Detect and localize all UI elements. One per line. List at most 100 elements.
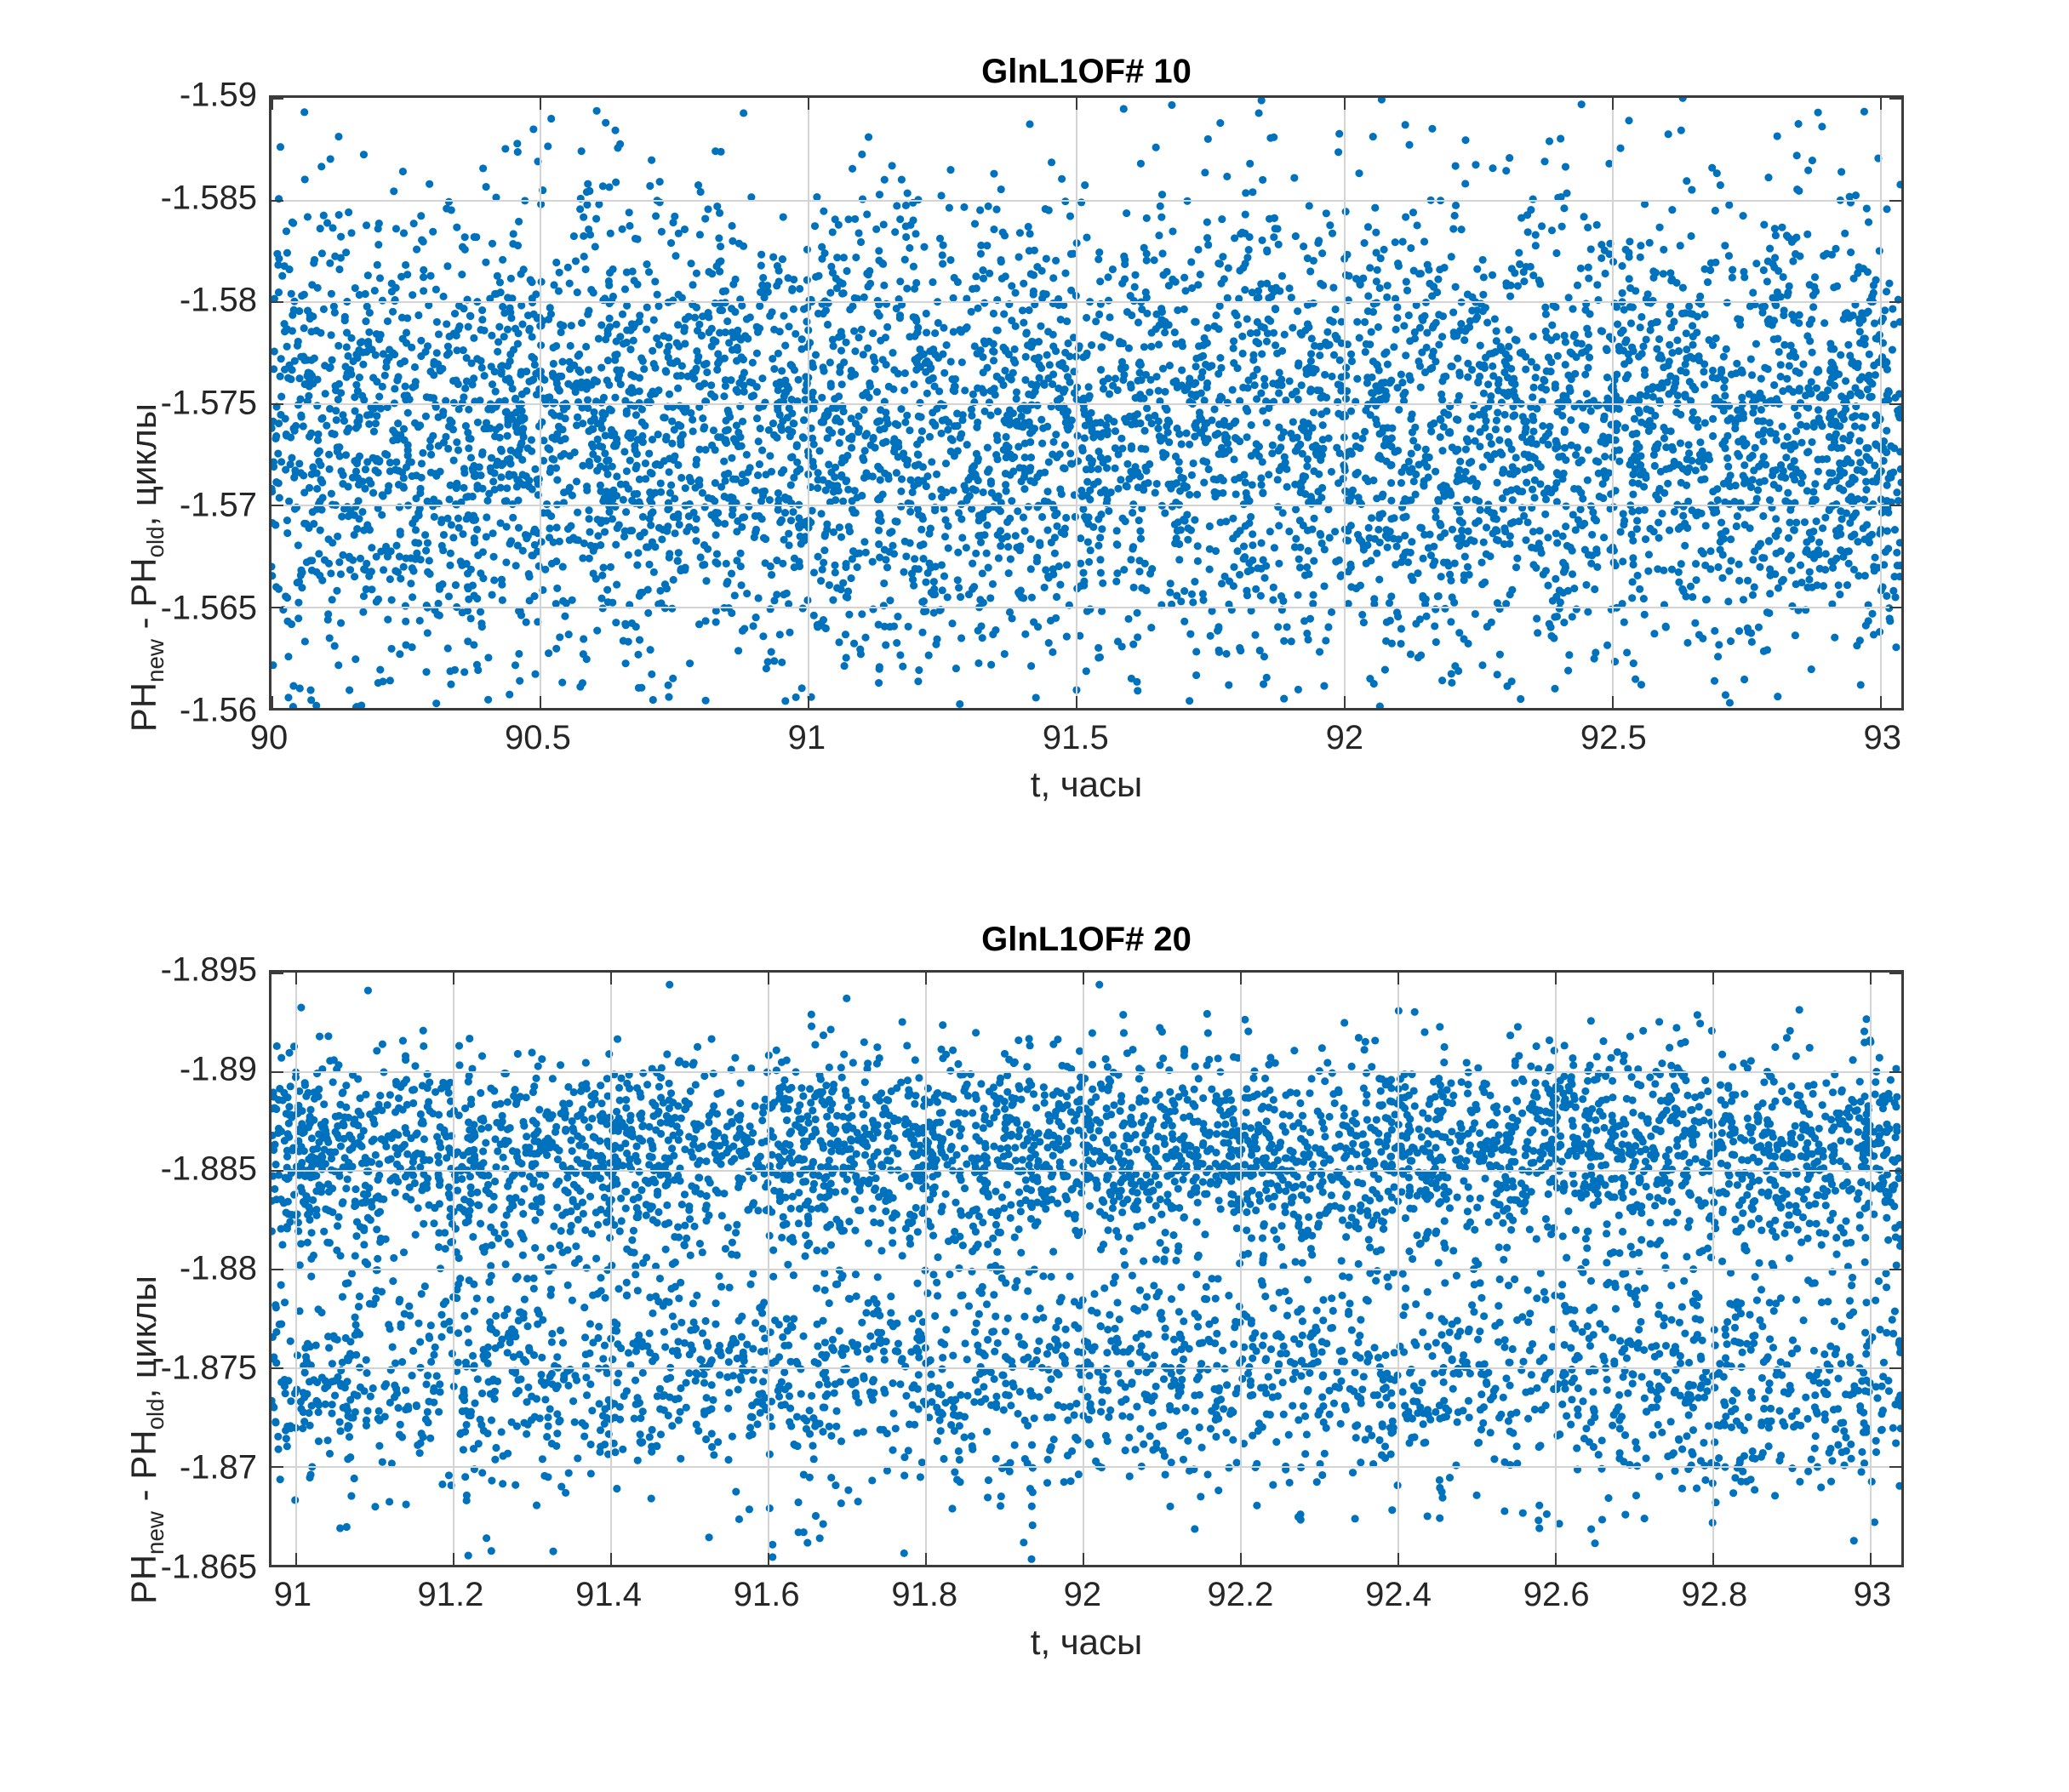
y-axis-tick [271,98,283,100]
gridline-vertical [1869,973,1872,1565]
gridline-horizontal [271,606,1901,608]
x-tick-label: 91.6 [733,1576,800,1613]
gridline-vertical [1075,98,1077,708]
y-tick-label: -1.865 [160,1548,257,1586]
x-axis-tick [924,1553,927,1565]
gridline-horizontal [271,199,1901,202]
x-tick-label: 92 [1063,1576,1102,1613]
plot-panel-2: GlnL1OF# 20 -1.865 -1.87 -1.875 -1.88 -1.885… [0,919,2069,1770]
y-tick-label: -1.875 [160,1349,257,1387]
gridline-vertical [1397,973,1399,1565]
y-axis-tick [271,402,283,405]
y-axis-tick [271,301,283,303]
y-tick-label: -1.88 [179,1249,257,1287]
x-axis-tick [1879,696,1882,708]
gridline-horizontal [271,1071,1901,1073]
y-tick-label: -1.885 [160,1150,257,1188]
x-axis-tick [924,973,927,984]
gridline-vertical [1554,973,1557,1565]
x-axis-tick [1343,696,1346,708]
x-axis-tick [807,696,809,708]
y-axis-tick [1889,708,1901,710]
y-axis-tick [1889,1269,1901,1270]
x-axis-tick [1554,973,1557,984]
x-axis-tick [1082,1553,1084,1565]
y-tick-label: -1.59 [179,76,257,114]
x-tick-labels-1: 90 90.5 91 91.5 92 92.5 93 [250,711,1904,762]
gridline-horizontal [271,1466,1901,1468]
y-axis-tick [1889,1367,1901,1369]
y-tick-label: -1.565 [160,589,257,626]
scatter-svg-2 [271,980,1901,1563]
plot-title-2: GlnL1OF# 20 [981,921,1192,958]
x-axis-label-1: t, часы [1030,764,1143,804]
x-axis-tick [1554,1553,1557,1565]
x-tick-label: 91.2 [417,1576,484,1613]
y-axis-tick [1889,1071,1901,1073]
axes-box-1 [269,95,1904,711]
x-axis-tick [271,696,273,708]
gridline-vertical [1712,973,1714,1565]
y-tick-label: -1.57 [179,486,257,524]
gridline-vertical [1082,973,1084,1565]
x-axis-tick [1075,696,1077,708]
scatter-points-1 [271,98,1901,708]
x-tick-label: 91.8 [891,1576,958,1613]
gridline-horizontal [271,1170,1901,1172]
y-tick-labels-2: -1.865 -1.87 -1.875 -1.88 -1.885 -1.89 -1.895 [0,951,269,1586]
y-axis-tick [271,199,283,202]
gridline-vertical [924,973,927,1565]
x-axis-tick [1611,98,1614,110]
gridline-horizontal [271,505,1901,506]
x-axis-tick [767,973,769,984]
x-tick-label: 92.4 [1365,1576,1432,1613]
x-tick-label: 93 [1863,719,1901,756]
x-tick-label: 91 [273,1576,312,1613]
x-axis-tick [294,1553,297,1565]
x-axis-tick [609,1553,612,1565]
x-axis-tick [1712,1553,1714,1565]
y-axis-tick [1889,973,1901,974]
x-tick-labels-2: 91 91.2 91.4 91.6 91.8 92 92.2 92.4 92.6 92.8 93 [269,1567,1904,1618]
gridline-vertical [1879,98,1882,708]
y-axis-tick [1889,301,1901,303]
x-axis-label-2: t, часы [1030,1622,1143,1662]
scatter-svg-1 [271,98,1901,708]
y-tick-label: -1.58 [179,281,257,319]
y-axis-tick [1889,98,1901,100]
gridline-horizontal [271,402,1901,405]
y-axis-label-text-1: PHnew - PHold, циклы [123,403,169,733]
gridline-vertical [539,98,541,708]
y-axis-label-1: PHnew - PHold, циклы [123,239,185,732]
x-tick-label: 92.6 [1523,1576,1590,1613]
gridline-horizontal [271,1269,1901,1270]
y-axis-tick [271,1367,283,1369]
gridline-vertical [452,973,454,1565]
y-axis-tick [271,708,283,710]
scatter-points-2 [271,973,1901,1565]
y-axis-tick [1889,606,1901,608]
plot-title-1: GlnL1OF# 10 [981,53,1192,90]
gridline-vertical [1343,98,1346,708]
x-tick-label: 91.5 [1042,719,1109,756]
y-tick-label: -1.87 [179,1448,257,1487]
gridline-vertical [767,973,769,1565]
x-axis-tick [807,98,809,110]
y-tick-label: -1.585 [160,179,257,216]
gridline-vertical [807,98,809,708]
x-axis-tick [539,696,541,708]
x-axis-tick [1239,973,1242,984]
x-axis-tick [1712,973,1714,984]
x-tick-label: 90 [249,719,289,756]
y-axis-tick [271,1565,283,1567]
x-axis-tick [1869,973,1872,984]
x-axis-tick [1075,98,1077,110]
y-axis-label-2: PHnew - PHold, циклы [123,1111,185,1604]
y-axis-tick [271,1071,283,1073]
x-tick-label: 92.2 [1207,1576,1274,1613]
y-tick-label: -1.56 [179,691,257,729]
x-axis-tick [452,973,454,984]
y-axis-tick [1889,1466,1901,1468]
axes-box-2 [269,970,1904,1567]
